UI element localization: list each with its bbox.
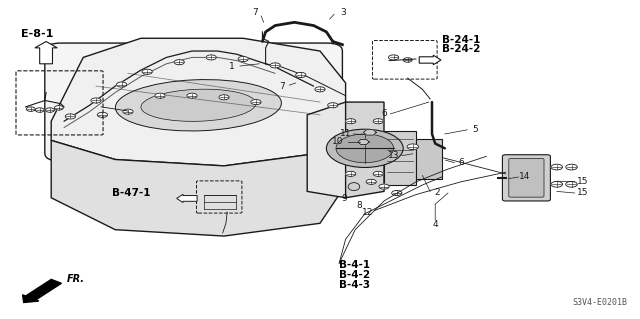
- Circle shape: [174, 60, 184, 65]
- Polygon shape: [384, 131, 416, 185]
- Text: 8: 8: [357, 201, 362, 210]
- Polygon shape: [51, 38, 346, 166]
- Circle shape: [35, 108, 44, 112]
- Text: 11: 11: [340, 129, 351, 137]
- Text: 14: 14: [519, 172, 531, 181]
- Circle shape: [373, 119, 383, 124]
- Circle shape: [187, 93, 197, 98]
- Circle shape: [373, 171, 383, 176]
- FancyArrow shape: [35, 41, 58, 64]
- Circle shape: [326, 129, 403, 167]
- Text: 7: 7: [252, 8, 257, 17]
- Polygon shape: [416, 139, 442, 179]
- Circle shape: [328, 103, 338, 108]
- Text: 3: 3: [340, 8, 346, 17]
- Text: 9: 9: [342, 194, 347, 203]
- Circle shape: [296, 72, 306, 78]
- Circle shape: [346, 171, 356, 176]
- Ellipse shape: [141, 89, 256, 121]
- Circle shape: [270, 63, 280, 68]
- Circle shape: [566, 182, 577, 187]
- Text: E-8-1: E-8-1: [21, 29, 54, 39]
- Circle shape: [379, 184, 389, 189]
- Text: B-4-1: B-4-1: [339, 260, 371, 271]
- Circle shape: [336, 134, 394, 163]
- Circle shape: [206, 55, 216, 60]
- Circle shape: [388, 55, 399, 60]
- Circle shape: [219, 95, 229, 100]
- Text: 4: 4: [433, 220, 438, 229]
- Circle shape: [65, 114, 76, 119]
- Text: 2: 2: [435, 188, 440, 197]
- Text: 5: 5: [472, 125, 477, 134]
- FancyArrow shape: [22, 279, 61, 302]
- Text: B-24-2: B-24-2: [442, 44, 480, 55]
- Text: 1: 1: [229, 63, 234, 71]
- Circle shape: [346, 119, 356, 124]
- Polygon shape: [346, 102, 384, 198]
- Circle shape: [407, 144, 419, 150]
- Text: 12: 12: [362, 208, 374, 217]
- FancyBboxPatch shape: [509, 159, 544, 197]
- Circle shape: [366, 179, 376, 184]
- Text: FR.: FR.: [67, 274, 85, 284]
- Circle shape: [238, 56, 248, 62]
- Text: B-24-1: B-24-1: [442, 35, 480, 45]
- Text: B-47-1: B-47-1: [112, 188, 150, 198]
- Text: 15: 15: [577, 189, 588, 197]
- Circle shape: [97, 112, 108, 117]
- Text: 6: 6: [381, 109, 387, 118]
- Polygon shape: [358, 139, 369, 145]
- Circle shape: [566, 164, 577, 170]
- Circle shape: [315, 87, 325, 92]
- Circle shape: [54, 106, 63, 110]
- Circle shape: [403, 58, 412, 62]
- Text: 6: 6: [458, 158, 463, 167]
- Ellipse shape: [348, 182, 360, 191]
- Circle shape: [392, 190, 402, 196]
- Circle shape: [551, 164, 563, 170]
- Text: 10: 10: [332, 137, 343, 146]
- FancyArrow shape: [419, 55, 441, 65]
- Text: 7: 7: [279, 82, 284, 91]
- Text: 13: 13: [388, 151, 399, 160]
- Circle shape: [551, 182, 563, 187]
- Text: 15: 15: [577, 177, 588, 186]
- Polygon shape: [307, 102, 371, 198]
- Text: B-4-3: B-4-3: [339, 279, 371, 290]
- Circle shape: [123, 109, 133, 114]
- Circle shape: [26, 107, 35, 111]
- FancyBboxPatch shape: [45, 43, 342, 161]
- FancyBboxPatch shape: [502, 155, 550, 201]
- Circle shape: [116, 82, 127, 87]
- Polygon shape: [364, 130, 376, 135]
- Text: B-4-2: B-4-2: [339, 270, 371, 280]
- Circle shape: [91, 98, 101, 103]
- Circle shape: [45, 108, 54, 112]
- Text: S3V4-E0201B: S3V4-E0201B: [572, 298, 627, 307]
- Circle shape: [142, 69, 152, 74]
- Circle shape: [155, 93, 165, 98]
- Polygon shape: [51, 128, 346, 236]
- FancyArrow shape: [177, 194, 197, 203]
- Ellipse shape: [115, 80, 282, 131]
- Circle shape: [251, 100, 261, 105]
